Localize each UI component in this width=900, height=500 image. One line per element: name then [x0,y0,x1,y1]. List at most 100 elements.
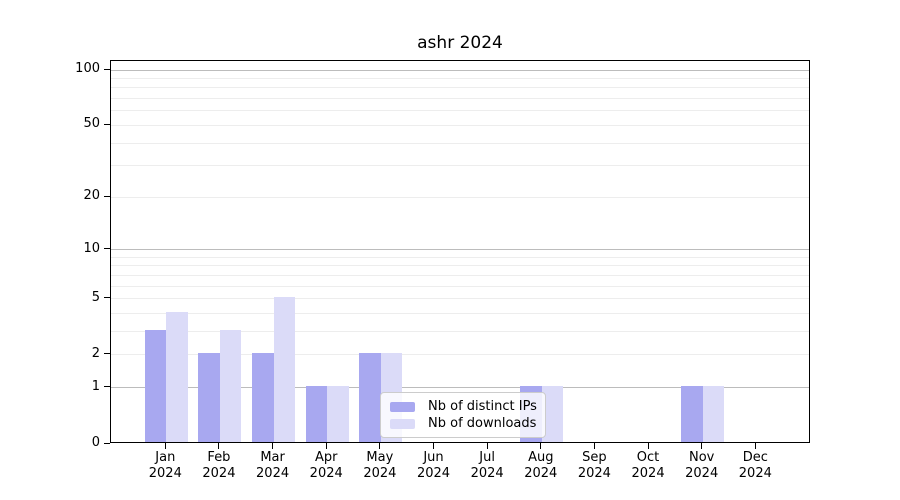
x-tick-mark-may [379,443,381,449]
y-tick-mark-0 [104,442,110,444]
gridline-4 [111,313,809,315]
chart-title: ashr 2024 [417,33,503,53]
legend-label-downloads: Nb of downloads [428,416,537,431]
bar-downloads-nov [702,385,725,442]
x-tick-month: Mar [260,450,285,465]
x-tick-month: Jul [479,450,495,465]
bar-downloads-feb [219,329,242,442]
gridline-3 [111,331,809,333]
x-tick-label-apr: Apr 2024 [294,450,358,482]
y-tick-mark-1 [104,386,110,388]
y-tick-mark-2 [104,353,110,355]
gridline-20 [111,196,809,198]
y-tick-mark-5 [104,297,110,299]
x-tick-mark-oct [647,443,649,449]
x-tick-year: 2024 [202,466,236,481]
bar-distinct-ips-apr [305,385,328,442]
bar-distinct-ips-may [359,353,381,442]
x-tick-label-jul: Jul 2024 [455,450,519,482]
x-tick-label-feb: Feb 2024 [187,450,251,482]
y-tick-label-1: 1 [91,378,100,394]
bar-downloads-aug [541,385,564,442]
gridline-70 [111,98,809,100]
x-tick-month: Sep [582,450,607,465]
x-tick-year: 2024 [577,466,611,481]
x-tick-year: 2024 [631,466,665,481]
gridline-40 [111,142,809,144]
x-tick-mark-jan [164,443,166,449]
x-tick-year: 2024 [416,466,451,481]
gridline-80 [111,87,809,89]
x-tick-label-sep: Sep 2024 [562,450,626,482]
gridline-50 [111,124,809,126]
gridline-7 [111,275,809,277]
x-tick-label-mar: Mar 2024 [241,450,305,482]
gridline-2 [111,354,809,356]
x-tick-year: 2024 [256,466,290,481]
legend-item-distinct-ips: Nb of distinct IPs [390,399,537,414]
x-tick-mark-jun [433,443,434,449]
x-tick-month: Nov [689,450,715,465]
gridline-9 [111,256,809,258]
gridline-5 [111,298,809,300]
x-tick-mark-sep [593,443,595,449]
x-tick-month: Apr [314,450,338,465]
x-tick-mark-jul [486,443,488,449]
x-tick-label-jan: Jan 2024 [133,450,197,482]
y-tick-label-2: 2 [91,345,100,361]
gridline-30 [111,165,809,167]
legend-swatch-downloads [390,419,415,429]
x-tick-label-may: May 2024 [348,450,412,482]
gridline-6 [111,285,809,287]
gridline-1 [111,387,809,389]
legend-label-distinct-ips: Nb of distinct IPs [428,399,537,414]
y-tick-label-0: 0 [91,435,100,450]
bar-distinct-ips-feb [198,353,220,442]
bar-distinct-ips-mar [252,353,274,442]
y-tick-mark-100 [104,68,110,70]
legend-item-downloads: Nb of downloads [390,416,537,431]
x-tick-month: Aug [528,450,554,465]
y-tick-mark-10 [104,248,110,250]
x-tick-year: 2024 [363,466,397,481]
x-tick-label-dec: Dec 2024 [723,450,787,482]
x-tick-month: Feb [207,450,231,465]
y-tick-label-20: 20 [83,188,100,204]
x-tick-month: Oct [636,450,660,465]
gridline-100 [111,69,809,71]
x-tick-label-oct: Oct 2024 [616,450,680,482]
bar-downloads-apr [327,385,349,442]
y-tick-mark-20 [104,195,110,197]
legend-swatch-distinct-ips [390,402,415,412]
x-tick-month: Jun [423,450,444,465]
x-tick-year: 2024 [470,466,504,481]
x-tick-month: May [366,450,394,465]
x-tick-mark-apr [325,443,327,449]
x-tick-mark-nov [701,443,703,449]
bar-distinct-ips-nov [681,385,703,442]
x-tick-label-aug: Aug 2024 [509,450,573,482]
y-tick-mark-50 [104,123,110,125]
gridline-60 [111,110,809,112]
gridline-8 [111,265,809,267]
x-tick-mark-feb [218,443,220,449]
gridline-10 [111,249,809,251]
legend: Nb of distinct IPs Nb of downloads [380,392,546,438]
x-tick-year: 2024 [309,466,343,481]
x-tick-mark-dec [754,443,756,449]
x-tick-mark-aug [540,443,542,449]
x-tick-year: 2024 [524,466,558,481]
x-tick-label-nov: Nov 2024 [670,450,734,482]
x-tick-year: 2024 [148,466,182,481]
gridline-90 [111,78,809,80]
bar-distinct-ips-jan [144,329,167,442]
x-tick-month: Jan [155,450,176,465]
y-tick-label-100: 100 [75,61,100,77]
x-tick-label-jun: Jun 2024 [402,450,466,482]
x-tick-mark-mar [272,443,274,449]
x-tick-year: 2024 [738,466,772,481]
x-tick-year: 2024 [685,466,719,481]
y-tick-label-5: 5 [91,289,100,305]
plot-area: Nb of distinct IPs Nb of downloads [110,60,810,443]
